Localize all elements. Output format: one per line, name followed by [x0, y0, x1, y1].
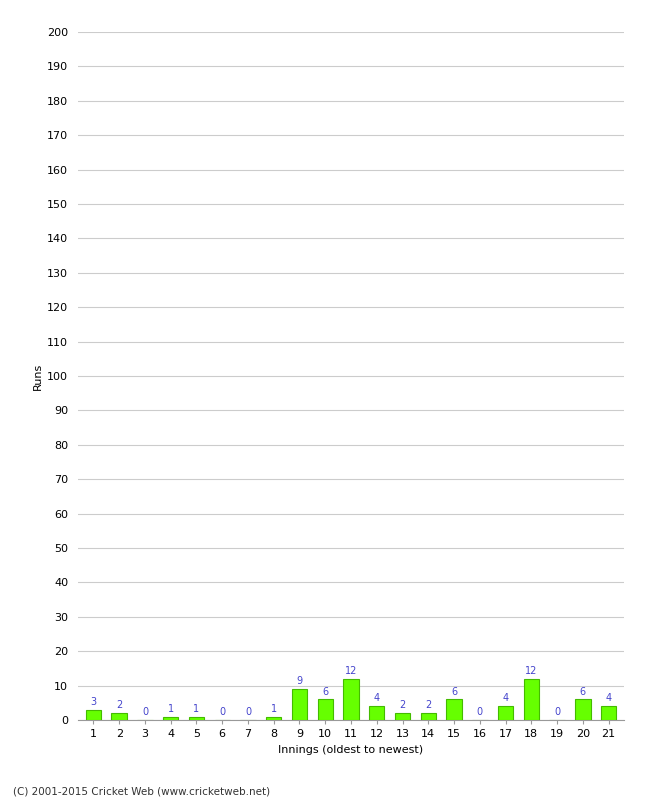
Text: 2: 2	[399, 700, 406, 710]
Bar	[575, 699, 590, 720]
Text: 4: 4	[502, 694, 508, 703]
Text: 2: 2	[116, 700, 122, 710]
Bar	[447, 699, 461, 720]
Text: (C) 2001-2015 Cricket Web (www.cricketweb.net): (C) 2001-2015 Cricket Web (www.cricketwe…	[13, 786, 270, 796]
Bar	[343, 678, 359, 720]
Bar	[421, 713, 436, 720]
Text: 1: 1	[270, 704, 277, 714]
Text: 12: 12	[344, 666, 358, 676]
Bar	[86, 710, 101, 720]
Y-axis label: Runs: Runs	[33, 362, 43, 390]
Text: 12: 12	[525, 666, 538, 676]
X-axis label: Innings (oldest to newest): Innings (oldest to newest)	[278, 745, 424, 754]
Bar	[266, 717, 281, 720]
Bar	[523, 678, 539, 720]
Text: 9: 9	[296, 676, 302, 686]
Text: 6: 6	[580, 686, 586, 697]
Text: 0: 0	[142, 707, 148, 718]
Bar	[395, 713, 410, 720]
Text: 4: 4	[374, 694, 380, 703]
Bar	[369, 706, 385, 720]
Text: 0: 0	[476, 707, 483, 718]
Text: 4: 4	[606, 694, 612, 703]
Text: 0: 0	[554, 707, 560, 718]
Bar	[112, 713, 127, 720]
Text: 0: 0	[219, 707, 226, 718]
Text: 6: 6	[322, 686, 328, 697]
Text: 3: 3	[90, 697, 96, 707]
Text: 0: 0	[245, 707, 251, 718]
Text: 6: 6	[451, 686, 457, 697]
Text: 1: 1	[168, 704, 174, 714]
Bar	[317, 699, 333, 720]
Bar	[498, 706, 514, 720]
Text: 2: 2	[425, 700, 432, 710]
Bar	[188, 717, 204, 720]
Text: 1: 1	[194, 704, 200, 714]
Bar	[292, 689, 307, 720]
Bar	[163, 717, 179, 720]
Bar	[601, 706, 616, 720]
